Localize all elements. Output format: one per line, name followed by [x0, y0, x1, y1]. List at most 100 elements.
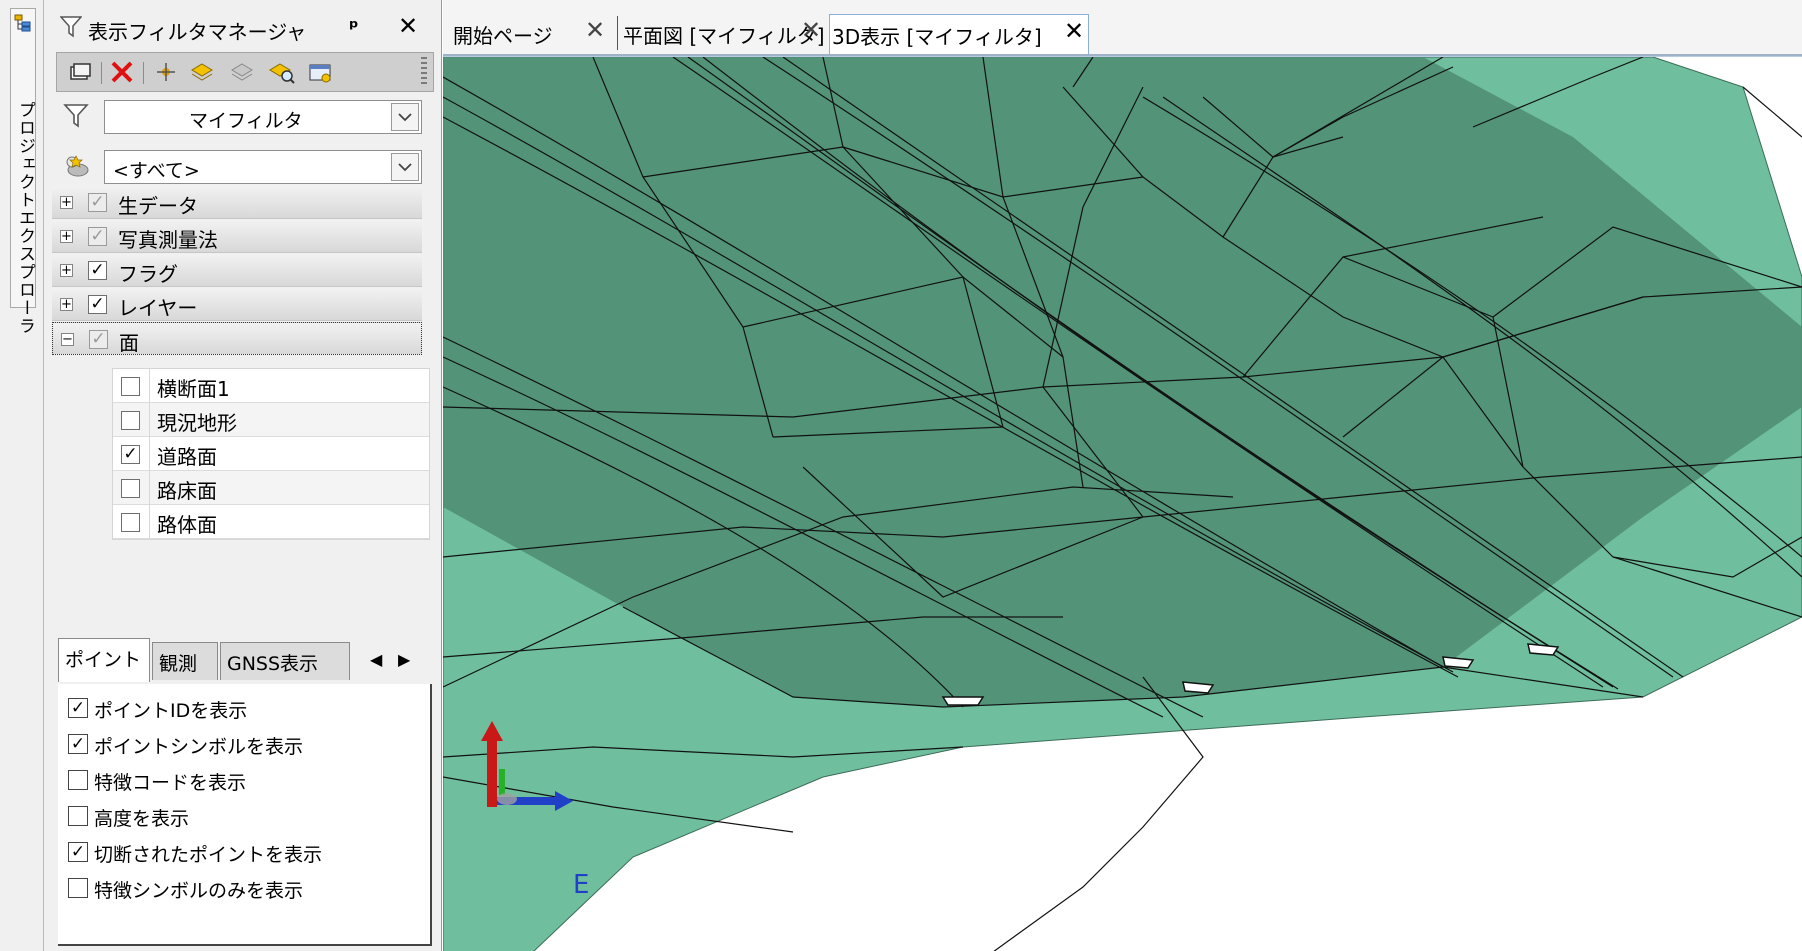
surface-label: 横断面1: [157, 377, 230, 401]
option-label: ポイントIDを表示: [94, 700, 248, 722]
toolbar-grip[interactable]: [421, 57, 427, 87]
new-filter-icon[interactable]: [67, 59, 93, 85]
3d-viewport[interactable]: E: [443, 56, 1802, 951]
tab-scroll-right-icon[interactable]: ▶: [398, 650, 411, 669]
filter-icon: [60, 16, 82, 38]
select-points-icon[interactable]: [153, 59, 179, 85]
surface-checkbox[interactable]: [121, 479, 140, 498]
axis-label-east: E: [573, 870, 590, 900]
option-checkbox[interactable]: ✓: [68, 842, 88, 862]
tree-item-label: 生データ: [118, 194, 198, 218]
layer-grey-icon[interactable]: [229, 59, 255, 85]
collapse-icon[interactable]: −: [61, 332, 74, 347]
pin-icon[interactable]: ᵖ: [349, 15, 359, 39]
option-tabs: ポイント 観測 GNSS表示 ◀ ▶: [58, 638, 438, 682]
tab-scroll-left-icon[interactable]: ◀: [370, 650, 383, 669]
option-label: 高度を表示: [94, 808, 190, 830]
option-checkbox[interactable]: [68, 806, 88, 826]
filter-dropdown-value: マイフィルタ: [189, 110, 303, 132]
properties-icon[interactable]: [307, 59, 333, 85]
chevron-down-icon[interactable]: [391, 153, 419, 181]
list-item[interactable]: 現況地形: [113, 403, 429, 437]
divider: [149, 403, 150, 437]
close-icon[interactable]: ✕: [1064, 17, 1085, 45]
surface-checkbox[interactable]: ✓: [121, 445, 140, 464]
list-item[interactable]: 路床面: [113, 471, 429, 505]
group-dropdown-value: <すべて>: [113, 160, 200, 182]
divider: [149, 437, 150, 471]
surface-checkbox[interactable]: [121, 377, 140, 396]
filter-select-row: マイフィルタ: [52, 96, 436, 136]
group-dropdown[interactable]: <すべて>: [104, 150, 422, 184]
list-item[interactable]: ✓ 道路面: [113, 437, 429, 471]
expand-icon[interactable]: +: [60, 263, 73, 278]
document-tabs: 開始ページ ✕ 平面図 [マイフィルタ] ✕ 3D表示 [マイフィルタ] ✕: [443, 0, 1802, 56]
tab-label: 3D表示 [マイフィルタ]: [832, 25, 1042, 49]
layer-search-icon[interactable]: [269, 59, 295, 85]
tree-item-label: フラグ: [118, 262, 178, 286]
tab-gnss[interactable]: GNSS表示: [220, 642, 350, 680]
tree-item-checkbox[interactable]: ✓: [88, 193, 107, 212]
side-strip: プロジェクトエクスプローラ: [0, 0, 44, 951]
filter-toolbar: [56, 52, 434, 92]
tab-separator: [617, 16, 618, 50]
surface-list: 横断面1 現況地形 ✓ 道路面 路床面 路体面: [112, 368, 430, 540]
group-icon: [66, 155, 89, 177]
project-tree-icon: [14, 14, 31, 32]
tree-item-label: 写真測量法: [118, 228, 218, 252]
tree-item-label: レイヤー: [118, 296, 198, 320]
tree-item-surfaces[interactable]: − ✓ 面: [52, 322, 422, 355]
tree-item-checkbox[interactable]: ✓: [89, 330, 108, 349]
surface-label: 現況地形: [157, 411, 237, 435]
close-icon[interactable]: ✕: [801, 16, 822, 44]
toolbar-separator: [143, 62, 144, 84]
list-item[interactable]: 横断面1: [113, 369, 429, 403]
tree-item-photogrammetry[interactable]: + ✓ 写真測量法: [52, 220, 422, 253]
option-checkbox[interactable]: ✓: [68, 698, 88, 718]
tree-item-checkbox[interactable]: ✓: [88, 295, 107, 314]
option-label: ポイントシンボルを表示: [94, 736, 304, 758]
option-label: 切断されたポイントを表示: [94, 844, 323, 866]
tab-observation[interactable]: 観測: [152, 642, 218, 680]
close-icon[interactable]: ✕: [585, 16, 606, 44]
filter-dropdown[interactable]: マイフィルタ: [104, 100, 422, 134]
divider: [149, 471, 150, 505]
surface-checkbox[interactable]: [121, 513, 140, 532]
surface-label: 路床面: [157, 479, 217, 503]
tree-item-layers[interactable]: + ✓ レイヤー: [52, 288, 422, 321]
option-checkbox[interactable]: [68, 770, 88, 790]
panel-close-icon[interactable]: ✕: [398, 12, 419, 40]
surface-label: 道路面: [157, 445, 217, 469]
surface-checkbox[interactable]: [121, 411, 140, 430]
expand-icon[interactable]: +: [60, 229, 73, 244]
panel-title-bar: 表示フィルタマネージャ ᵖ ✕: [52, 8, 436, 48]
option-label: 特徴コードを表示: [94, 772, 247, 794]
axis-indicator: [481, 721, 573, 811]
filter-manager-panel: 表示フィルタマネージャ ᵖ ✕ マイフィルタ <すべて>: [44, 0, 442, 951]
group-select-row: <すべて>: [52, 146, 436, 186]
panel-title: 表示フィルタマネージャ: [88, 20, 307, 44]
tree-item-checkbox[interactable]: ✓: [88, 261, 107, 280]
expand-icon[interactable]: +: [60, 195, 73, 210]
layer-icon[interactable]: [189, 59, 215, 85]
tab-plan-view[interactable]: 平面図 [マイフィルタ] ✕: [623, 14, 827, 54]
project-explorer-tab[interactable]: プロジェクトエクスプローラ: [10, 8, 36, 335]
tree-item-checkbox[interactable]: ✓: [88, 227, 107, 246]
tree-item-raw-data[interactable]: + ✓ 生データ: [52, 186, 422, 219]
tab-point[interactable]: ポイント: [58, 638, 150, 682]
tab-label: 開始ページ: [453, 24, 553, 48]
expand-icon[interactable]: +: [60, 297, 73, 312]
option-checkbox[interactable]: ✓: [68, 734, 88, 754]
chevron-down-icon[interactable]: [391, 103, 419, 131]
tab-3d-view[interactable]: 3D表示 [マイフィルタ] ✕: [829, 14, 1089, 54]
divider: [149, 505, 150, 539]
surface-label: 路体面: [157, 513, 217, 537]
option-checkbox[interactable]: [68, 878, 88, 898]
tab-start-page[interactable]: 開始ページ ✕: [453, 14, 611, 54]
divider: [149, 369, 150, 403]
list-item[interactable]: 路体面: [113, 505, 429, 539]
delete-icon[interactable]: [109, 59, 135, 85]
tree-item-label: 面: [119, 331, 139, 355]
tree-item-flags[interactable]: + ✓ フラグ: [52, 254, 422, 287]
filter-icon: [63, 104, 89, 128]
